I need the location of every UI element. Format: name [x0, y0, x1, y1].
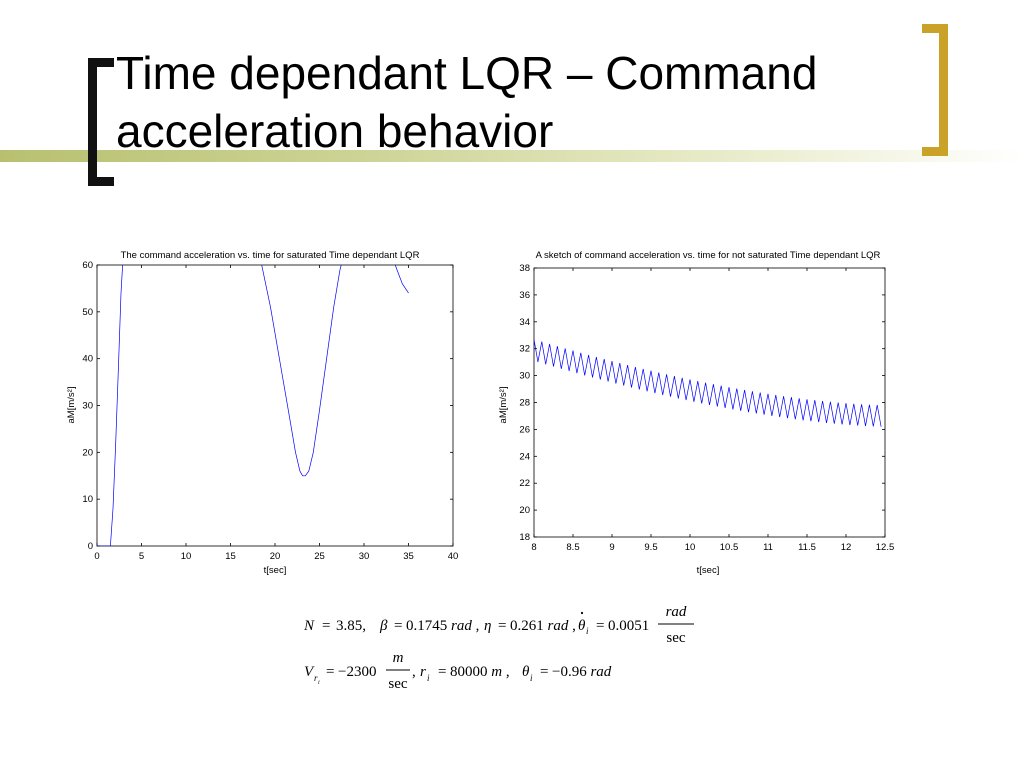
x-tick-label: 5 [139, 551, 144, 562]
eq-rad-unit: rad [451, 618, 472, 634]
y-tick-label: 10 [82, 494, 93, 505]
title-accent-bar [0, 150, 1024, 162]
chart-not-saturated-lqr: A sketch of command acceleration vs. tim… [498, 250, 894, 576]
eq-V-subsubscript: i [318, 680, 320, 686]
y-tick-label: 36 [519, 290, 530, 301]
x-tick-label: 11.5 [798, 542, 816, 553]
eq-equals: = [596, 618, 604, 634]
eq-symbol-V: V [304, 664, 315, 680]
y-tick-label: 20 [82, 447, 93, 458]
slide-title: Time dependant LQR – Command acceleratio… [116, 44, 916, 160]
eq-eta-value: 0.261 [510, 618, 544, 634]
x-tick-label: 25 [314, 551, 325, 562]
eq-equals: = [394, 618, 402, 634]
plot-frame [533, 267, 886, 538]
eq-equals: = [438, 664, 446, 680]
equation-block: N = 3.85, β = 0.1745 rad , η = 0.261 rad… [303, 604, 694, 692]
y-axis-label: aM[m/s²] [66, 387, 77, 424]
x-tick-label: 8.5 [566, 542, 579, 553]
eq-symbol-r: r [420, 664, 426, 680]
eq-rad-unit: rad [590, 664, 611, 680]
y-tick-label: 24 [519, 451, 530, 462]
x-tick-label: 40 [448, 551, 459, 562]
eq-V-subscript: r [314, 673, 318, 683]
eq-rad-unit: rad [548, 618, 569, 634]
x-tick-label: 15 [225, 551, 236, 562]
eq-m-unit: m [491, 664, 502, 680]
eq-symbol-theta: θ [522, 664, 530, 680]
y-tick-label: 22 [519, 478, 530, 489]
y-tick-label: 50 [82, 307, 93, 318]
eq-fraction-numerator: m [393, 650, 404, 666]
x-tick-label: 12 [841, 542, 852, 553]
y-tick-label: 20 [519, 505, 530, 516]
series-group [97, 265, 409, 546]
x-tick-label: 20 [270, 551, 281, 562]
eq-equals: = [540, 664, 548, 680]
eq-symbol-theta: θ [578, 618, 586, 634]
y-tick-label: 18 [519, 532, 530, 543]
eq-symbol-beta: β [379, 618, 388, 634]
x-tick-label: 9.5 [644, 542, 657, 553]
x-axis-label: t[sec] [264, 565, 287, 576]
eq-N-value: 3.85, [336, 618, 366, 634]
y-tick-label: 40 [82, 354, 93, 365]
eq-symbol-eta: η [484, 618, 491, 634]
right-bracket-decoration [922, 24, 948, 156]
y-tick-label: 0 [88, 541, 93, 552]
y-tick-label: 28 [519, 398, 530, 409]
eq-theta-value: −0.96 [552, 664, 587, 680]
x-tick-label: 8 [531, 542, 536, 553]
eq-equals: = [326, 664, 334, 680]
chart-title: The command acceleration vs. time for sa… [121, 250, 420, 261]
eq-equals: = [322, 618, 330, 634]
eq-dot-accent [580, 611, 584, 615]
series-group [534, 339, 882, 427]
eq-r-subscript: i [427, 673, 430, 683]
y-axis-label: aM[m/s²] [498, 387, 509, 424]
eq-theta-subscript: i [586, 626, 589, 636]
tick-group: 8 8.5 9 9.5 10 10.5 11 11.5 12 12.5 18 20 22 24 26 28 30… [519, 263, 894, 553]
y-tick-label: 38 [519, 263, 530, 274]
y-tick-label: 60 [82, 260, 93, 271]
eq-theta-dot-value: 0.0051 [608, 618, 649, 634]
eq-symbol-N: N [303, 618, 315, 634]
svg-text:= −2300: = −2300 [326, 664, 376, 680]
y-tick-label: 30 [82, 401, 93, 412]
eq-fraction-denominator: sec [666, 630, 685, 646]
x-tick-label: 30 [359, 551, 370, 562]
y-tick-label: 34 [519, 317, 530, 328]
x-tick-label: 35 [403, 551, 414, 562]
y-tick-label: 30 [519, 371, 530, 382]
eq-r-value: 80000 [450, 664, 488, 680]
x-tick-label: 9 [609, 542, 614, 553]
chart-saturated-lqr: The command acceleration vs. time for sa… [66, 250, 459, 576]
y-tick-label: 32 [519, 344, 530, 355]
x-tick-label: 0 [94, 551, 99, 562]
x-tick-label: 10 [685, 542, 696, 553]
eq-fraction-denominator: sec [388, 676, 407, 692]
eq-theta-subscript: i [530, 673, 533, 683]
plot-frame [96, 264, 454, 547]
x-tick-label: 10.5 [720, 542, 739, 553]
y-tick-label: 26 [519, 424, 530, 435]
slide-title-line-1: Time dependant LQR – Command [116, 47, 818, 99]
series-line-command-acceleration [534, 339, 882, 427]
svg-text:N = 3.85, β: N = 3.85, β = 0.1745 rad , η = 0.261 rad… [303, 618, 649, 634]
eq-beta-value: 0.1745 [406, 618, 447, 634]
series-line-command-acceleration [97, 265, 409, 546]
x-axis-label: t[sec] [697, 565, 720, 576]
chart-title: A sketch of command acceleration vs. tim… [536, 250, 881, 261]
eq-V-value: −2300 [338, 664, 376, 680]
x-tick-label: 10 [181, 551, 192, 562]
x-tick-label: 12.5 [876, 542, 895, 553]
eq-equals: = [498, 618, 506, 634]
left-bracket-decoration [88, 58, 114, 186]
svg-text:, r = 80000: , r = 80000 m , θ = −0.96 rad [412, 664, 612, 680]
equation-line-1: N = 3.85, β = 0.1745 rad , η = 0.261 rad… [303, 604, 694, 646]
equation-line-2: V r i = −2300 m sec , r = 80000 m , θ = … [304, 650, 612, 692]
eq-fraction-numerator: rad [666, 604, 687, 620]
x-tick-label: 11 [763, 542, 773, 553]
slide-title-line-2: acceleration behavior [116, 105, 554, 157]
